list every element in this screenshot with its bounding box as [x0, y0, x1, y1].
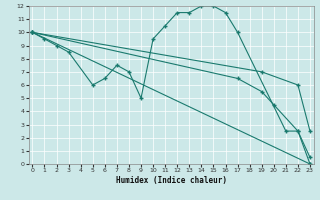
X-axis label: Humidex (Indice chaleur): Humidex (Indice chaleur)	[116, 176, 227, 185]
